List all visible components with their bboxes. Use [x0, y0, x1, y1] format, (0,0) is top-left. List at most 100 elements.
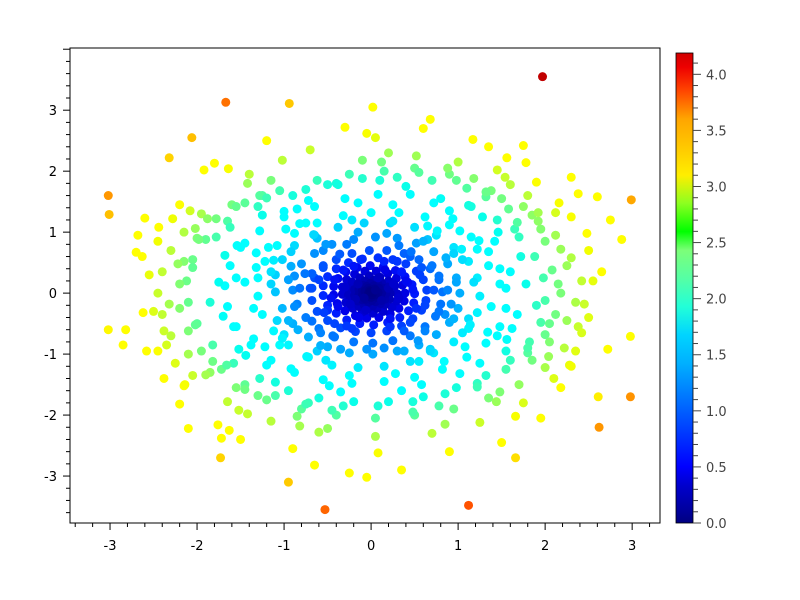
scatter-point	[566, 253, 576, 263]
scatter-point	[518, 141, 528, 151]
scatter-point	[577, 276, 587, 286]
scatter-point	[434, 271, 444, 281]
scatter-point	[481, 338, 491, 348]
scatter-point	[366, 208, 376, 218]
x-axis-tick-labels: -3 -2 -1 0 1 2 3	[104, 539, 637, 554]
scatter-point	[349, 337, 359, 347]
scatter-point	[338, 211, 348, 221]
y-tick-label: 2	[49, 165, 57, 180]
scatter-point	[183, 297, 193, 307]
scatter-point	[366, 328, 376, 338]
scatter-point	[121, 325, 131, 335]
scatter-point	[338, 265, 348, 275]
scatter-point	[321, 239, 331, 249]
scatter-point	[449, 248, 459, 258]
scatter-point	[449, 404, 459, 414]
scatter-point	[530, 252, 540, 262]
scatter-point	[368, 338, 378, 348]
scatter-point	[175, 303, 185, 313]
scatter-point	[362, 128, 372, 138]
scatter-point	[579, 299, 589, 309]
scatter-point	[262, 360, 272, 370]
scatter-point	[270, 391, 280, 401]
scatter-point	[497, 194, 507, 204]
scatter-point	[324, 381, 334, 391]
scatter-point	[222, 360, 232, 370]
x-tick-label: 3	[628, 539, 636, 554]
colorbar-ticks	[693, 62, 701, 524]
scatter-point	[571, 346, 581, 356]
scatter-point	[336, 344, 346, 354]
scatter-point	[357, 173, 367, 183]
scatter-point	[164, 299, 174, 309]
scatter-point	[340, 194, 350, 204]
scatter-point	[277, 333, 287, 343]
scatter-point	[413, 336, 423, 346]
scatter-point	[422, 285, 432, 295]
scatter-point	[310, 202, 320, 212]
scatter-point	[323, 342, 333, 352]
scatter-point	[179, 227, 189, 237]
y-tick-label: 3	[49, 104, 57, 119]
scatter-point	[205, 297, 215, 307]
scatter-point	[220, 250, 230, 260]
scatter-point	[455, 369, 465, 379]
scatter-point	[502, 334, 512, 344]
scatter-point	[425, 114, 435, 124]
scatter-point	[320, 505, 330, 515]
scatter-point	[394, 293, 404, 303]
scatter-point	[284, 98, 294, 108]
scatter-point	[502, 153, 512, 163]
scatter-point	[373, 448, 383, 458]
scatter-point	[505, 180, 515, 190]
scatter-point	[451, 175, 461, 185]
scatter-point	[314, 275, 324, 285]
scatter-point	[213, 420, 223, 430]
scatter-point	[162, 340, 172, 350]
scatter-point	[379, 377, 389, 387]
scatter-point	[353, 363, 363, 373]
scatter-point	[369, 320, 379, 330]
scatter-point	[281, 224, 291, 234]
scatter-point	[301, 184, 311, 194]
scatter-point	[501, 364, 511, 374]
scatter-point	[521, 279, 531, 289]
scatter-point	[554, 198, 564, 208]
scatter-point	[342, 239, 352, 249]
scatter-point	[328, 331, 338, 341]
scatter-point	[544, 337, 554, 347]
scatter-point	[370, 413, 380, 423]
scatter-point	[103, 325, 113, 335]
scatter-point	[475, 417, 485, 427]
scatter-point	[457, 244, 467, 254]
colorbar-tick-labels: 0.0 0.5 1.0 1.5 2.0 2.5 3.0 3.5 4.0	[706, 68, 727, 532]
scatter-point	[540, 236, 550, 246]
scatter-point	[344, 169, 354, 179]
scatter-point	[269, 255, 279, 265]
scatter-point	[368, 349, 378, 359]
scatter-point	[137, 252, 147, 262]
x-tick-label: -2	[191, 539, 204, 554]
scatter-point	[501, 346, 511, 356]
scatter-point	[377, 157, 387, 167]
scatter-point	[484, 142, 494, 152]
scatter-point	[437, 364, 447, 374]
scatter-point	[547, 265, 557, 275]
scatter-point	[336, 387, 346, 397]
scatter-point	[323, 180, 333, 190]
scatter-point	[286, 261, 296, 271]
scatter-point	[201, 370, 211, 380]
scatter-point	[323, 272, 333, 282]
scatter-point	[353, 279, 363, 289]
scatter-point	[173, 259, 183, 269]
scatter-point	[449, 314, 459, 324]
scatter-point	[484, 247, 494, 257]
scatter-point	[400, 288, 410, 298]
scatter-point	[472, 244, 482, 254]
scatter-point	[394, 208, 404, 218]
scatter-point	[434, 401, 444, 411]
scatter-point	[455, 226, 465, 236]
scatter-point	[272, 241, 282, 251]
scatter-point	[556, 383, 566, 393]
scatter-point	[318, 261, 328, 271]
